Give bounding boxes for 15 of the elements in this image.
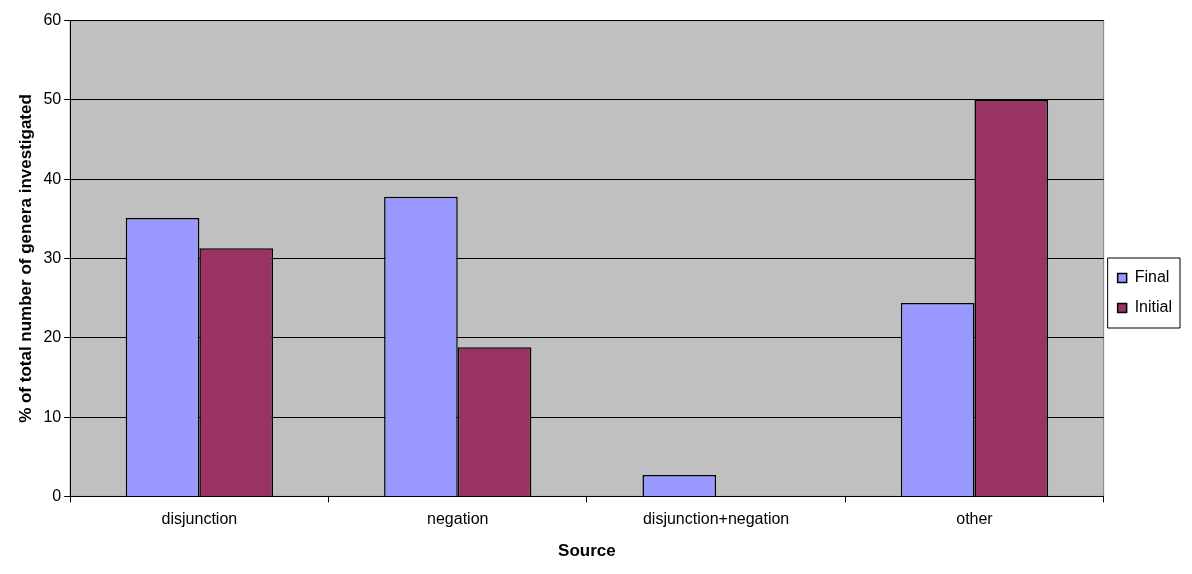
y-tick-label: 0: [52, 486, 62, 504]
y-tick-label: 30: [43, 248, 62, 266]
y-tick-label: 50: [43, 90, 62, 108]
y-tick-label: 40: [43, 169, 62, 187]
y-tick-label: 10: [43, 407, 62, 425]
y-tick-label: 20: [43, 328, 62, 346]
y-tick-label: 60: [43, 11, 62, 29]
x-tick-label: negation: [427, 510, 489, 528]
legend-label: Initial: [1134, 298, 1173, 316]
x-tick-label: disjunction+negation: [642, 510, 790, 528]
legend-label: Final: [1134, 268, 1170, 286]
x-tick-label: other: [956, 510, 994, 528]
y-axis-title: % of total number of genera investigated: [15, 94, 35, 423]
x-axis-title: Source: [558, 541, 616, 561]
x-tick-label: disjunction: [161, 510, 238, 528]
